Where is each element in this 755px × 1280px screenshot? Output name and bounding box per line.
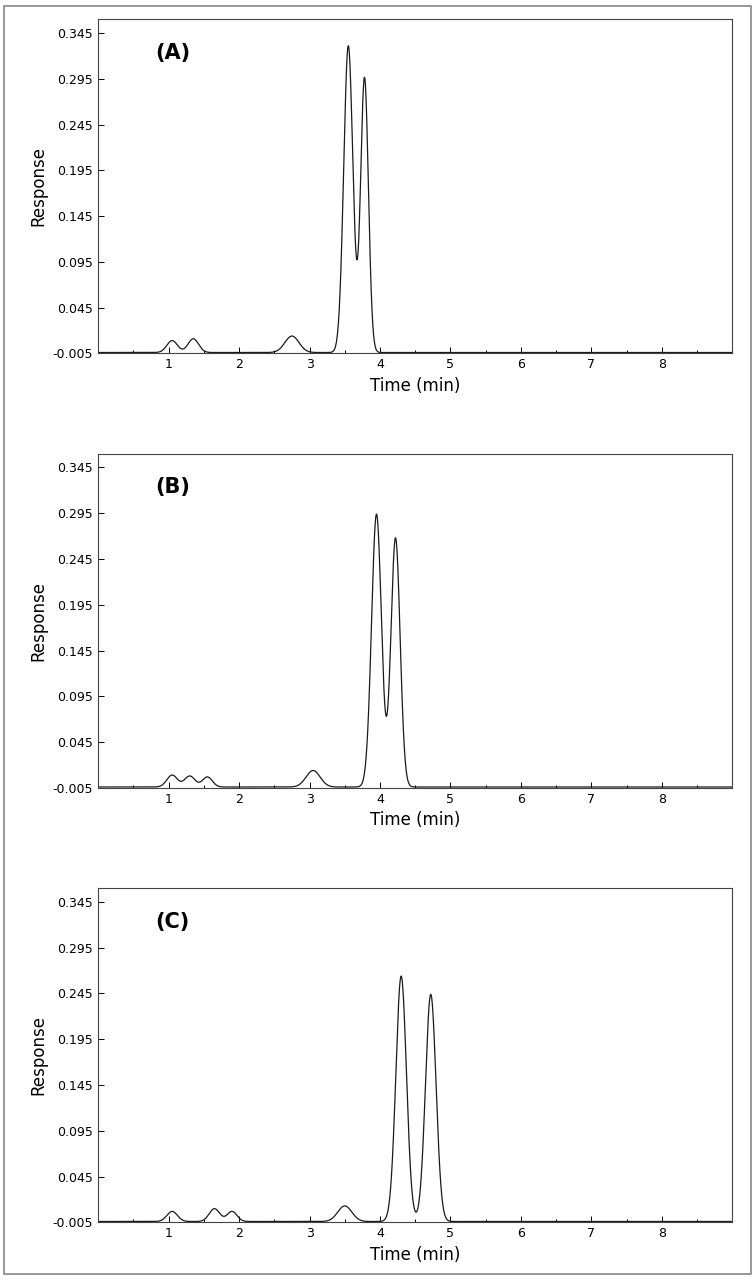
Y-axis label: Response: Response: [29, 1015, 48, 1096]
X-axis label: Time (min): Time (min): [370, 376, 461, 394]
Text: (C): (C): [156, 911, 190, 932]
Text: (B): (B): [156, 477, 190, 497]
Y-axis label: Response: Response: [29, 146, 48, 227]
X-axis label: Time (min): Time (min): [370, 1245, 461, 1263]
X-axis label: Time (min): Time (min): [370, 812, 461, 829]
Text: (A): (A): [156, 42, 190, 63]
Y-axis label: Response: Response: [29, 581, 48, 660]
